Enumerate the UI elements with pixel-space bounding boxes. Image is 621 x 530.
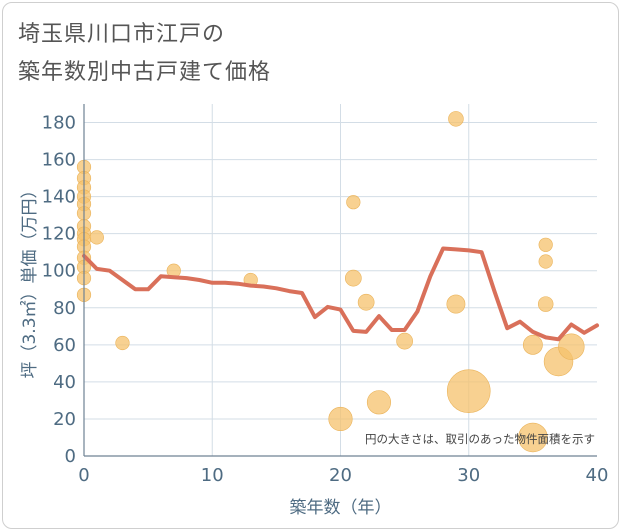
bubble-point-25 bbox=[446, 294, 466, 314]
x-tick-label-3: 30 bbox=[457, 465, 480, 486]
y-tick-label-8: 160 bbox=[42, 150, 76, 171]
x-tick-label-2: 20 bbox=[329, 465, 352, 486]
bubble-point-15 bbox=[115, 335, 130, 351]
bubble-point-14 bbox=[89, 230, 104, 245]
bubble-point-21 bbox=[357, 293, 375, 311]
bubble-point-20 bbox=[344, 269, 362, 287]
bubble-size-note: 円の大きさは、取引のあった物件面積を示す bbox=[365, 432, 595, 446]
y-axis-title: 坪（3.3㎡）単価（万円） bbox=[20, 181, 40, 378]
bubble-point-33 bbox=[558, 333, 585, 360]
y-tick-label-9: 180 bbox=[42, 113, 76, 134]
y-tick-label-6: 120 bbox=[42, 224, 76, 245]
chart-title-line-1: 埼玉県川口市江戸の bbox=[18, 22, 226, 47]
x-tick-label-4: 40 bbox=[586, 465, 609, 486]
x-tick-label-1: 10 bbox=[201, 465, 224, 486]
bubble-point-19 bbox=[346, 195, 361, 210]
average-price-line bbox=[82, 246, 599, 342]
y-tick-label-7: 140 bbox=[42, 187, 76, 208]
x-tick-label-0: 0 bbox=[78, 465, 89, 486]
bubble-point-24 bbox=[448, 111, 464, 127]
x-axis-title: 築年数（年） bbox=[290, 498, 392, 518]
bubble-point-23 bbox=[396, 332, 413, 350]
grid-lines bbox=[84, 104, 597, 456]
bubble-point-29 bbox=[538, 237, 553, 252]
bubble-point-30 bbox=[538, 254, 553, 269]
axes bbox=[83, 104, 597, 457]
bubble-point-28 bbox=[518, 422, 548, 453]
y-tick-label-4: 80 bbox=[53, 298, 76, 319]
bubble-point-31 bbox=[537, 296, 554, 312]
tick-labels: 0 20 40 60 80 100 120 140 160 180 0 10 20 30 40 bbox=[42, 113, 609, 486]
y-tick-label-0: 0 bbox=[65, 446, 76, 467]
average-line-series bbox=[82, 246, 599, 342]
bubble-point-27 bbox=[522, 334, 543, 355]
bubble-point-26 bbox=[446, 369, 491, 413]
y-tick-label-1: 20 bbox=[53, 409, 76, 430]
bubble-point-18 bbox=[328, 406, 353, 432]
y-tick-label-5: 100 bbox=[42, 261, 76, 282]
y-tick-label-2: 40 bbox=[53, 372, 76, 393]
chart-title-line-2: 築年数別中古戸建て価格 bbox=[18, 60, 272, 85]
bubble-point-22 bbox=[366, 390, 392, 415]
y-tick-label-3: 60 bbox=[53, 335, 76, 356]
